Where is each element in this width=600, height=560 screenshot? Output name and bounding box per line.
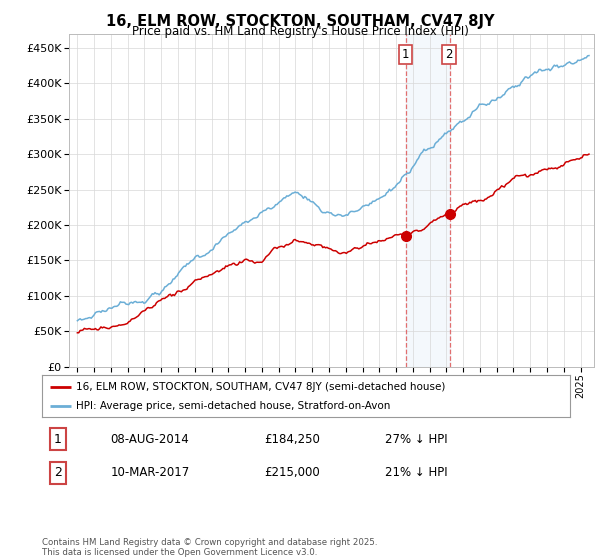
Text: 27% ↓ HPI: 27% ↓ HPI [385,432,448,446]
Text: 1: 1 [401,48,409,62]
Text: £215,000: £215,000 [264,466,320,479]
Text: 08-AUG-2014: 08-AUG-2014 [110,432,190,446]
Text: 2: 2 [54,466,62,479]
Text: 1: 1 [54,432,62,446]
Bar [406,34,450,367]
Text: 21% ↓ HPI: 21% ↓ HPI [385,466,448,479]
Text: Contains HM Land Registry data © Crown copyright and database right 2025.
This d: Contains HM Land Registry data © Crown c… [42,538,377,557]
Text: Price paid vs. HM Land Registry's House Price Index (HPI): Price paid vs. HM Land Registry's House … [131,25,469,38]
Text: 16, ELM ROW, STOCKTON, SOUTHAM, CV47 8JY (semi-detached house): 16, ELM ROW, STOCKTON, SOUTHAM, CV47 8JY… [76,381,446,391]
Text: 2: 2 [445,48,452,62]
Text: £184,250: £184,250 [264,432,320,446]
Text: 10-MAR-2017: 10-MAR-2017 [110,466,190,479]
Text: HPI: Average price, semi-detached house, Stratford-on-Avon: HPI: Average price, semi-detached house,… [76,401,391,411]
Text: 16, ELM ROW, STOCKTON, SOUTHAM, CV47 8JY: 16, ELM ROW, STOCKTON, SOUTHAM, CV47 8JY [106,14,494,29]
